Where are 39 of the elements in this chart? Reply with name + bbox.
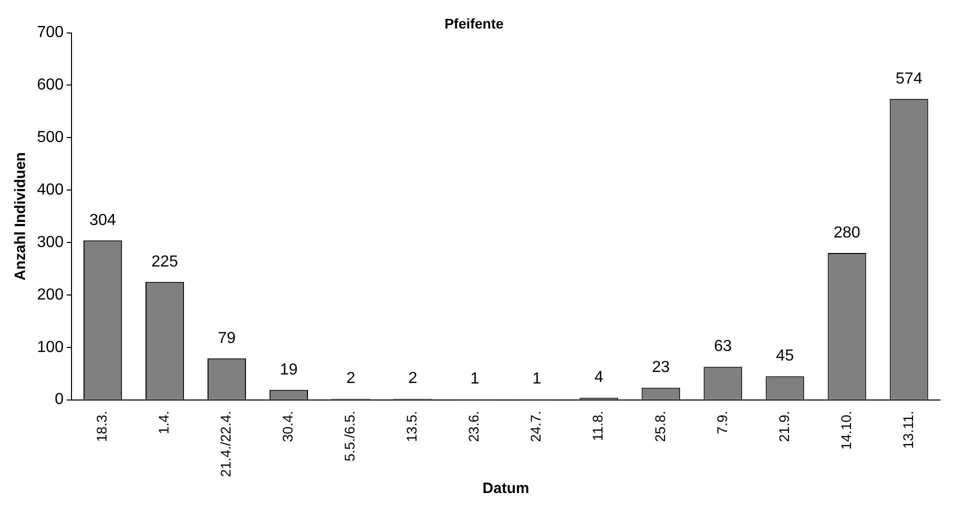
- x-tick-label: 25.8.: [652, 410, 668, 442]
- x-tick-label: 13.11.: [900, 410, 916, 449]
- x-tick-label: 7.9.: [714, 410, 730, 434]
- data-label: 280: [834, 224, 860, 242]
- x-tick-label: 30.4.: [280, 410, 296, 442]
- chart-title: Pfeifente: [444, 15, 504, 32]
- x-tick-label: 1.4.: [156, 410, 172, 434]
- data-label: 45: [776, 348, 794, 365]
- y-tick-label: 700: [36, 24, 64, 42]
- data-label: 304: [89, 212, 116, 229]
- data-label: 19: [280, 361, 298, 378]
- data-label: 1: [532, 370, 542, 388]
- x-tick-label: 23.6.: [466, 410, 482, 442]
- data-label: 574: [896, 70, 922, 88]
- y-tick-label: 0: [54, 391, 64, 408]
- x-tick-label: 24.7.: [528, 410, 544, 442]
- y-tick-label: 600: [36, 76, 64, 94]
- y-tick-label: 200: [36, 286, 64, 304]
- data-label: 2: [346, 370, 356, 388]
- y-tick-label: 400: [36, 182, 64, 199]
- x-tick-label: 21.4./22.4.: [218, 410, 234, 478]
- x-tick-label: 13.5.: [404, 410, 420, 442]
- x-tick-label: 5.5./6.5.: [342, 410, 358, 462]
- data-label: 63: [714, 338, 732, 356]
- data-label: 1: [470, 370, 480, 388]
- data-label: 23: [652, 359, 670, 376]
- x-tick-label: 18.3.: [94, 410, 110, 442]
- data-label: 2: [408, 370, 418, 388]
- y-tick-label: 500: [36, 129, 64, 146]
- x-tick-label: 11.8.: [590, 410, 606, 441]
- y-tick-label: 100: [36, 338, 64, 356]
- y-tick-label: 300: [36, 234, 64, 251]
- x-tick-label: 14.10.: [838, 410, 854, 450]
- x-tick-label: 21.9.: [776, 410, 792, 442]
- data-label: 79: [218, 330, 236, 347]
- data-label: 4: [594, 369, 604, 386]
- x-axis-title: Datum: [482, 480, 530, 498]
- data-label: 225: [151, 253, 178, 270]
- y-axis-title: Anzahl Individuen: [12, 152, 30, 280]
